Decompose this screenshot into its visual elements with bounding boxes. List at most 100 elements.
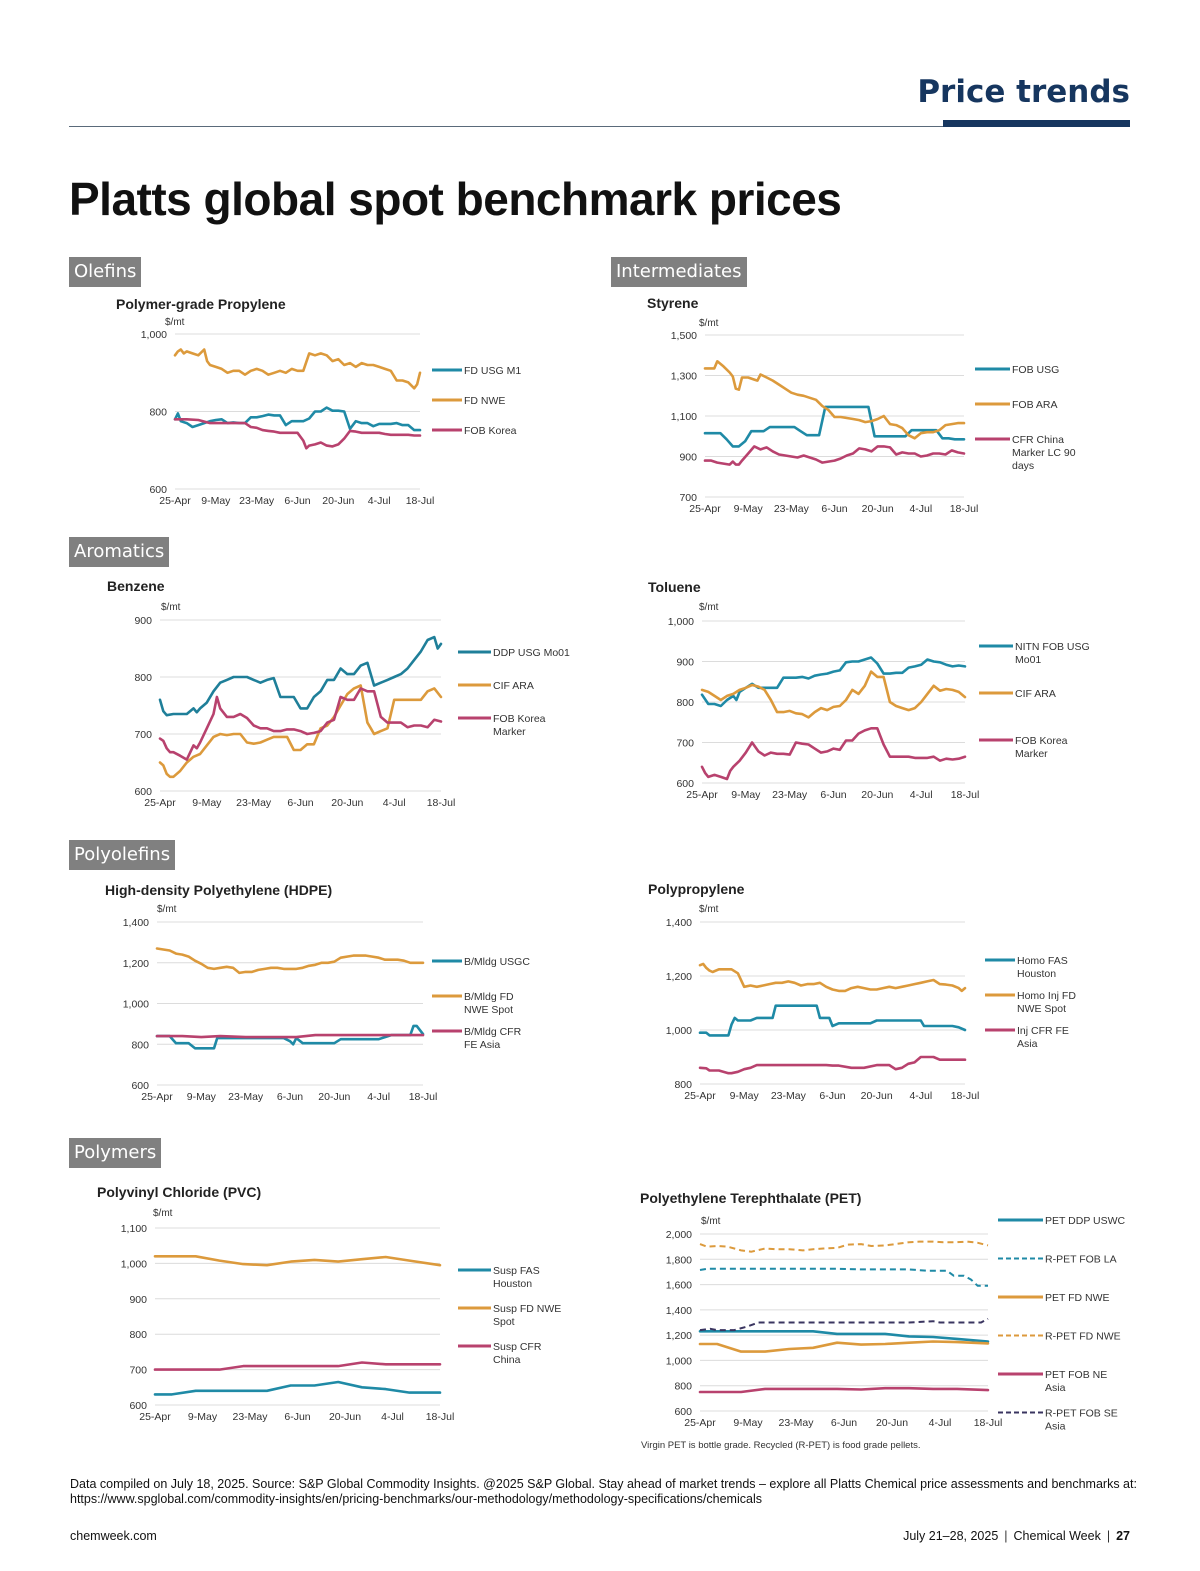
legend-label-line: R-PET FD NWE (1045, 1331, 1121, 1343)
series-line-fd-nwe (173, 348, 422, 390)
legend-label-line: FOB Korea (1015, 735, 1068, 747)
x-tick-label: 23-May (771, 1090, 807, 1102)
legend-label: FOB Korea (464, 425, 517, 437)
y-tick-label: 800 (134, 672, 152, 684)
category-label-aromatics: Aromatics (69, 537, 170, 567)
legend-label: Inj CFR FE Asia (1017, 1025, 1069, 1050)
x-tick-label: 6-Jun (284, 495, 310, 507)
y-tick-label: 600 (149, 484, 167, 496)
x-tick-label: 18-Jul (951, 1090, 980, 1102)
y-tick-label: 1,200 (666, 1330, 692, 1342)
x-tick-label: 20-Jun (861, 789, 893, 801)
legend-label-line: CFR China (1012, 434, 1064, 446)
x-tick-label: 9-May (201, 495, 231, 507)
x-tick-label: 23-May (774, 503, 810, 515)
y-axis-unit: $/mt (157, 904, 177, 915)
y-axis-unit: $/mt (701, 1216, 721, 1227)
legend-label-line: R-PET FOB LA (1045, 1254, 1117, 1266)
y-tick-label: 900 (134, 615, 152, 627)
chart-title: Styrene (647, 295, 699, 311)
y-tick-label: 600 (129, 1400, 147, 1412)
legend-label-line: Susp FAS (493, 1265, 540, 1277)
y-tick-label: 1,400 (666, 1305, 692, 1317)
series-line-susp-fas-houston (153, 1380, 442, 1396)
y-tick-label: 900 (129, 1294, 147, 1306)
header-rule (69, 126, 944, 127)
legend-label: R-PET FOB LA (1045, 1254, 1117, 1266)
x-tick-label: 25-Apr (141, 1091, 173, 1103)
y-tick-label: 1,100 (671, 411, 697, 423)
legend-label-line: FD NWE (464, 395, 505, 407)
y-tick-label: 900 (679, 452, 697, 464)
legend-label-line: NITN FOB USG (1015, 641, 1090, 653)
y-tick-label: 900 (676, 657, 694, 669)
legend-label-line: Marker LC 90 (1012, 447, 1076, 459)
x-tick-label: 9-May (731, 789, 761, 801)
footer-publication-info: July 21–28, 2025 | Chemical Week | 27 (903, 1529, 1130, 1543)
page-title: Platts global spot benchmark prices (69, 173, 842, 225)
legend-label: Homo FAS Houston (1017, 955, 1068, 980)
legend-label-line: Marker (493, 726, 526, 738)
x-tick-label: 18-Jul (406, 495, 435, 507)
legend-label: Homo Inj FD NWE Spot (1017, 990, 1076, 1015)
x-tick-label: 18-Jul (426, 1411, 455, 1423)
series-line-b-mldg-cfr-fe-asia (155, 1033, 425, 1039)
legend-label: R-PET FOB SE Asia (1045, 1408, 1118, 1433)
y-tick-label: 1,400 (123, 917, 149, 929)
legend-label-line: NWE Spot (464, 1004, 513, 1016)
x-tick-label: 25-Apr (689, 503, 721, 515)
y-tick-label: 1,000 (668, 616, 694, 628)
legend-label-line: Mo01 (1015, 654, 1041, 666)
x-tick-label: 4-Jul (368, 495, 391, 507)
legend-label-line: Spot (493, 1316, 515, 1328)
legend-label: FOB USG (1012, 364, 1059, 376)
legend-label: B/Mldg CFR FE Asia (464, 1026, 522, 1051)
y-tick-label: 700 (679, 492, 697, 504)
series-line-r-pet-fob-la (699, 1267, 988, 1287)
legend-label-line: Asia (1045, 1382, 1066, 1394)
x-tick-label: 4-Jul (909, 503, 932, 515)
legend-label: B/Mldg FD NWE Spot (464, 991, 514, 1016)
y-axis-unit: $/mt (161, 602, 181, 613)
section-header: Price trends (917, 74, 1130, 110)
legend-label-line: NWE Spot (1017, 1003, 1066, 1015)
series-line-b-mldg-fd-nwe-spot (155, 947, 425, 975)
legend-label: R-PET FD NWE (1045, 1331, 1121, 1343)
footer-page-number: 27 (1116, 1529, 1130, 1543)
y-tick-label: 1,200 (123, 958, 149, 970)
x-tick-label: 25-Apr (139, 1411, 171, 1423)
y-tick-label: 1,500 (671, 330, 697, 342)
x-tick-label: 23-May (778, 1417, 814, 1429)
legend-label: CIF ARA (1015, 688, 1056, 700)
series-line-fob-korea-marker (158, 687, 443, 761)
legend-label-line: PET DDP USWC (1045, 1215, 1126, 1227)
x-tick-label: 23-May (236, 797, 272, 809)
legend-label: CIF ARA (493, 680, 534, 692)
y-tick-label: 800 (129, 1329, 147, 1341)
legend-label-line: Houston (1017, 968, 1056, 980)
legend-label-line: Asia (1045, 1421, 1066, 1433)
legend-label-line: Susp CFR (493, 1341, 542, 1353)
chart-title: Benzene (107, 578, 165, 594)
y-tick-label: 1,600 (666, 1280, 692, 1292)
x-tick-label: 23-May (772, 789, 808, 801)
chart-note: Virgin PET is bottle grade. Recycled (R-… (641, 1440, 921, 1451)
x-tick-label: 4-Jul (929, 1417, 952, 1429)
legend-label: DDP USG Mo01 (493, 647, 570, 659)
x-tick-label: 20-Jun (862, 503, 894, 515)
y-tick-label: 700 (129, 1365, 147, 1377)
legend-label: FOB Korea Marker (1015, 735, 1068, 760)
series-line-homo-inj-fd-nwe-spot (698, 962, 967, 993)
category-label-intermediates: Intermediates (611, 257, 747, 287)
y-tick-label: 1,000 (666, 1025, 692, 1037)
x-tick-label: 25-Apr (684, 1417, 716, 1429)
series-line-fob-ara (703, 359, 966, 440)
y-tick-label: 1,100 (121, 1223, 147, 1235)
y-tick-label: 600 (676, 778, 694, 790)
legend-label-line: B/Mldg FD (464, 991, 514, 1003)
legend-label: FOB ARA (1012, 399, 1058, 411)
